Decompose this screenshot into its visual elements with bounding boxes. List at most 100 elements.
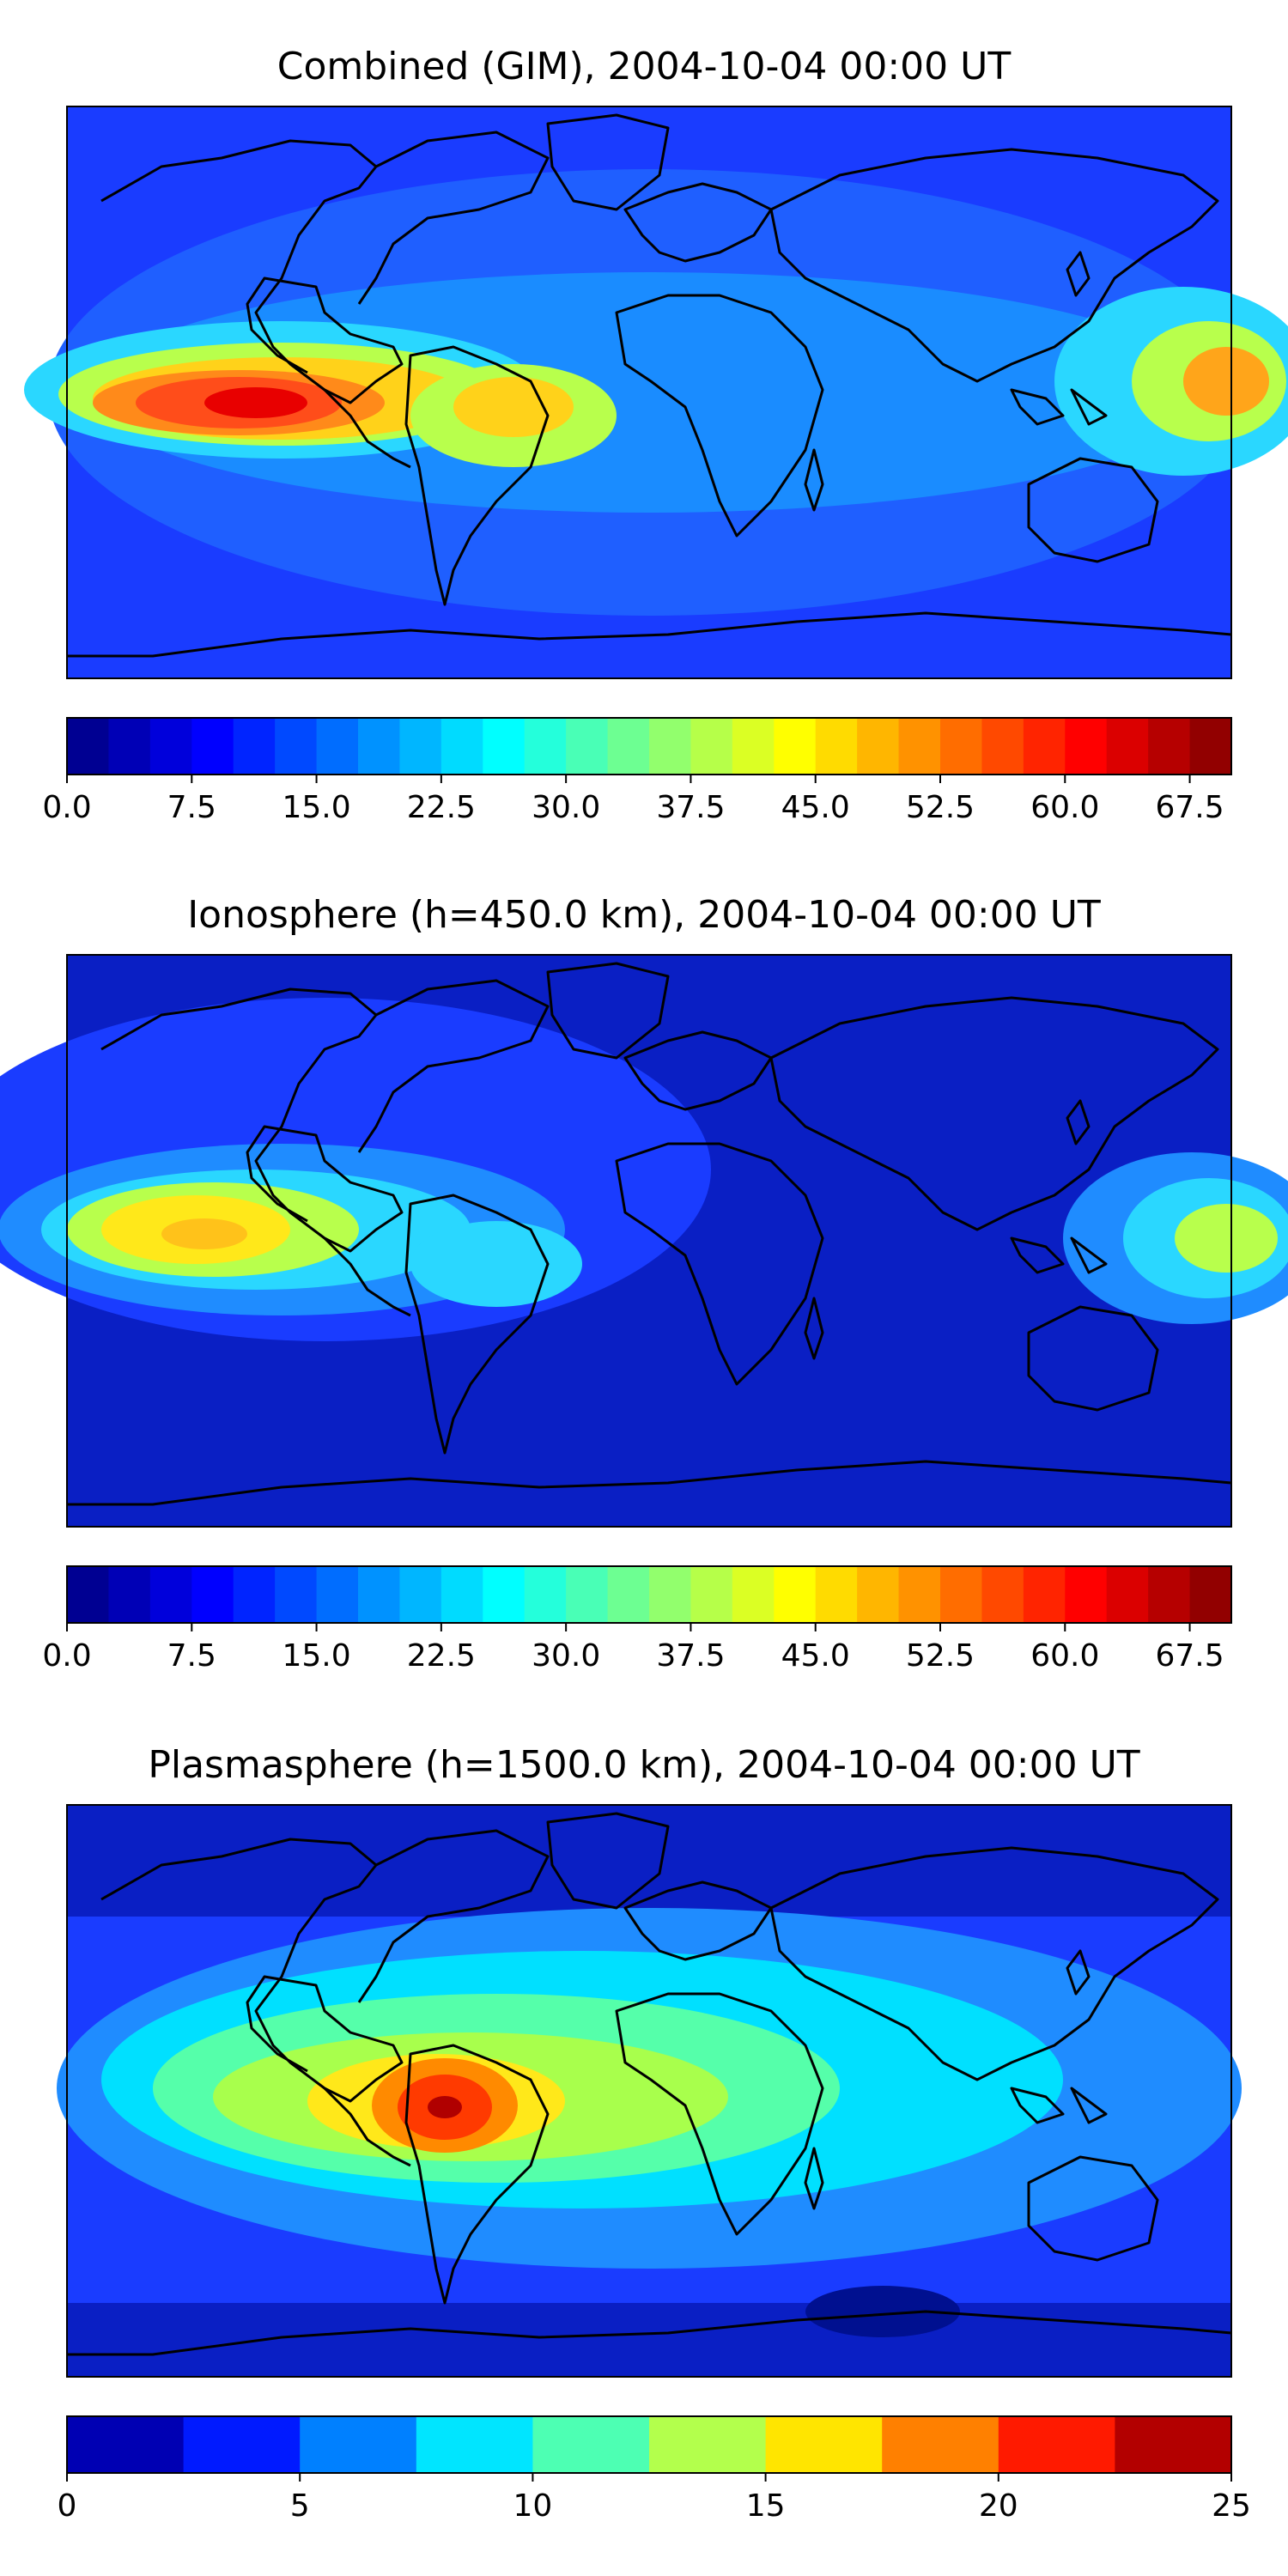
colorbar-frame — [66, 2415, 1232, 2474]
panel-1-map — [24, 106, 1288, 679]
colorbar-tick-label: 0 — [58, 2488, 77, 2524]
colorbar-level — [898, 718, 941, 775]
colorbar-level — [765, 2416, 883, 2473]
colorbar-level — [940, 718, 982, 775]
colorbar-level — [191, 718, 234, 775]
colorbar-level — [67, 2416, 185, 2473]
colorbar-level — [1106, 1566, 1149, 1623]
colorbar-level — [358, 718, 400, 775]
colorbar-level — [649, 1566, 691, 1623]
panel-3-title: Plasmasphere (h=1500.0 km), 2004-10-04 0… — [148, 1743, 1140, 1787]
colorbar-level — [67, 718, 109, 775]
colorbar-level — [1189, 1566, 1232, 1623]
colorbar-tick-label: 52.5 — [906, 1638, 975, 1674]
colorbar-tick-label: 25 — [1212, 2488, 1251, 2524]
colorbar-level — [998, 2416, 1115, 2473]
colorbar-level — [316, 718, 359, 775]
colorbar-tick-label: 15.0 — [282, 790, 350, 825]
colorbar-2: 0.0 7.5 15.0 22.5 30.0 37.5 45.0 52.5 60.0 67.5 — [42, 1565, 1232, 1674]
colorbar-level — [690, 1566, 733, 1623]
colorbar-level — [607, 718, 650, 775]
colorbar-1: 0.0 7.5 15.0 22.5 30.0 37.5 45.0 52.5 60.0 67.5 — [42, 717, 1232, 825]
colorbar-frame — [66, 1565, 1232, 1624]
colorbar-tick-label: 15.0 — [282, 1638, 350, 1674]
panel-3-map — [57, 1804, 1242, 2378]
colorbar-tick-label: 22.5 — [407, 1638, 476, 1674]
colorbar-level — [649, 718, 691, 775]
colorbar-level — [300, 2416, 417, 2473]
colorbar-level — [1148, 718, 1191, 775]
colorbar-level — [732, 718, 775, 775]
colorbar-level — [440, 718, 483, 775]
colorbar-tick-label: 15 — [746, 2488, 786, 2524]
colorbar-tick-label: 30.0 — [532, 1638, 600, 1674]
colorbar-level — [981, 1566, 1024, 1623]
colorbar-level — [440, 1566, 483, 1623]
colorbar-level — [981, 718, 1024, 775]
colorbar-level — [815, 1566, 858, 1623]
colorbar-tick-label: 0.0 — [42, 790, 91, 825]
colorbar-level — [898, 1566, 941, 1623]
colorbar-level — [649, 2416, 767, 2473]
colorbar-level — [882, 2416, 999, 2473]
colorbar-tick-label: 20 — [979, 2488, 1018, 2524]
colorbar-tick-label: 0.0 — [42, 1638, 91, 1674]
colorbar-level — [524, 718, 567, 775]
colorbar-level — [532, 2416, 650, 2473]
colorbar-level — [1065, 1566, 1108, 1623]
colorbar-tick-label: 52.5 — [906, 790, 975, 825]
colorbar-level — [566, 1566, 609, 1623]
colorbar-level — [732, 1566, 775, 1623]
colorbar-level — [1106, 718, 1149, 775]
colorbar-level — [774, 1566, 817, 1623]
colorbar-tick-label: 60.0 — [1030, 790, 1099, 825]
colorbar-tick-label: 45.0 — [781, 790, 850, 825]
colorbar-level — [815, 718, 858, 775]
colorbar-tick-label: 5 — [290, 2488, 310, 2524]
colorbar-level — [149, 1566, 192, 1623]
colorbar-tick-label: 60.0 — [1030, 1638, 1099, 1674]
colorbar-level — [940, 1566, 982, 1623]
colorbar-level — [67, 1566, 109, 1623]
colorbar-level — [1023, 718, 1066, 775]
colorbar-level — [690, 718, 733, 775]
colorbar-level — [399, 1566, 442, 1623]
colorbar-3: 0 5 10 15 20 25 — [58, 2415, 1251, 2524]
colorbar-level — [857, 718, 900, 775]
panel-1-title: Combined (GIM), 2004-10-04 00:00 UT — [276, 45, 1012, 88]
colorbar-level — [1065, 718, 1108, 775]
colorbar-level — [275, 718, 318, 775]
colorbar-tick-label: 7.5 — [167, 790, 216, 825]
colorbar-tick-label: 30.0 — [532, 790, 600, 825]
colorbar-tick-label: 37.5 — [656, 790, 725, 825]
colorbar-level — [316, 1566, 359, 1623]
colorbar-level — [1023, 1566, 1066, 1623]
colorbar-tick-label: 45.0 — [781, 1638, 850, 1674]
colorbar-level — [566, 718, 609, 775]
colorbar-level — [191, 1566, 234, 1623]
colorbar-level — [108, 718, 151, 775]
colorbar-level — [524, 1566, 567, 1623]
colorbar-level — [149, 718, 192, 775]
colorbar-tick-label: 67.5 — [1155, 1638, 1224, 1674]
colorbar-level — [233, 718, 276, 775]
colorbar-level — [358, 1566, 400, 1623]
colorbar-level — [1115, 2416, 1232, 2473]
colorbar-tick-label: 7.5 — [167, 1638, 216, 1674]
colorbar-level — [774, 718, 817, 775]
colorbar-tick-label: 10 — [513, 2488, 552, 2524]
colorbar-level — [1189, 718, 1232, 775]
colorbar-level — [108, 1566, 151, 1623]
colorbar-level — [857, 1566, 900, 1623]
colorbar-level — [483, 1566, 526, 1623]
colorbar-level — [1148, 1566, 1191, 1623]
colorbar-frame — [66, 717, 1232, 775]
colorbar-level — [183, 2416, 301, 2473]
colorbar-tick-label: 22.5 — [407, 790, 476, 825]
colorbar-level — [399, 718, 442, 775]
colorbar-level — [275, 1566, 318, 1623]
panel-2-title: Ionosphere (h=450.0 km), 2004-10-04 00:0… — [187, 893, 1101, 937]
colorbar-level — [416, 2416, 533, 2473]
colorbar-level — [483, 718, 526, 775]
